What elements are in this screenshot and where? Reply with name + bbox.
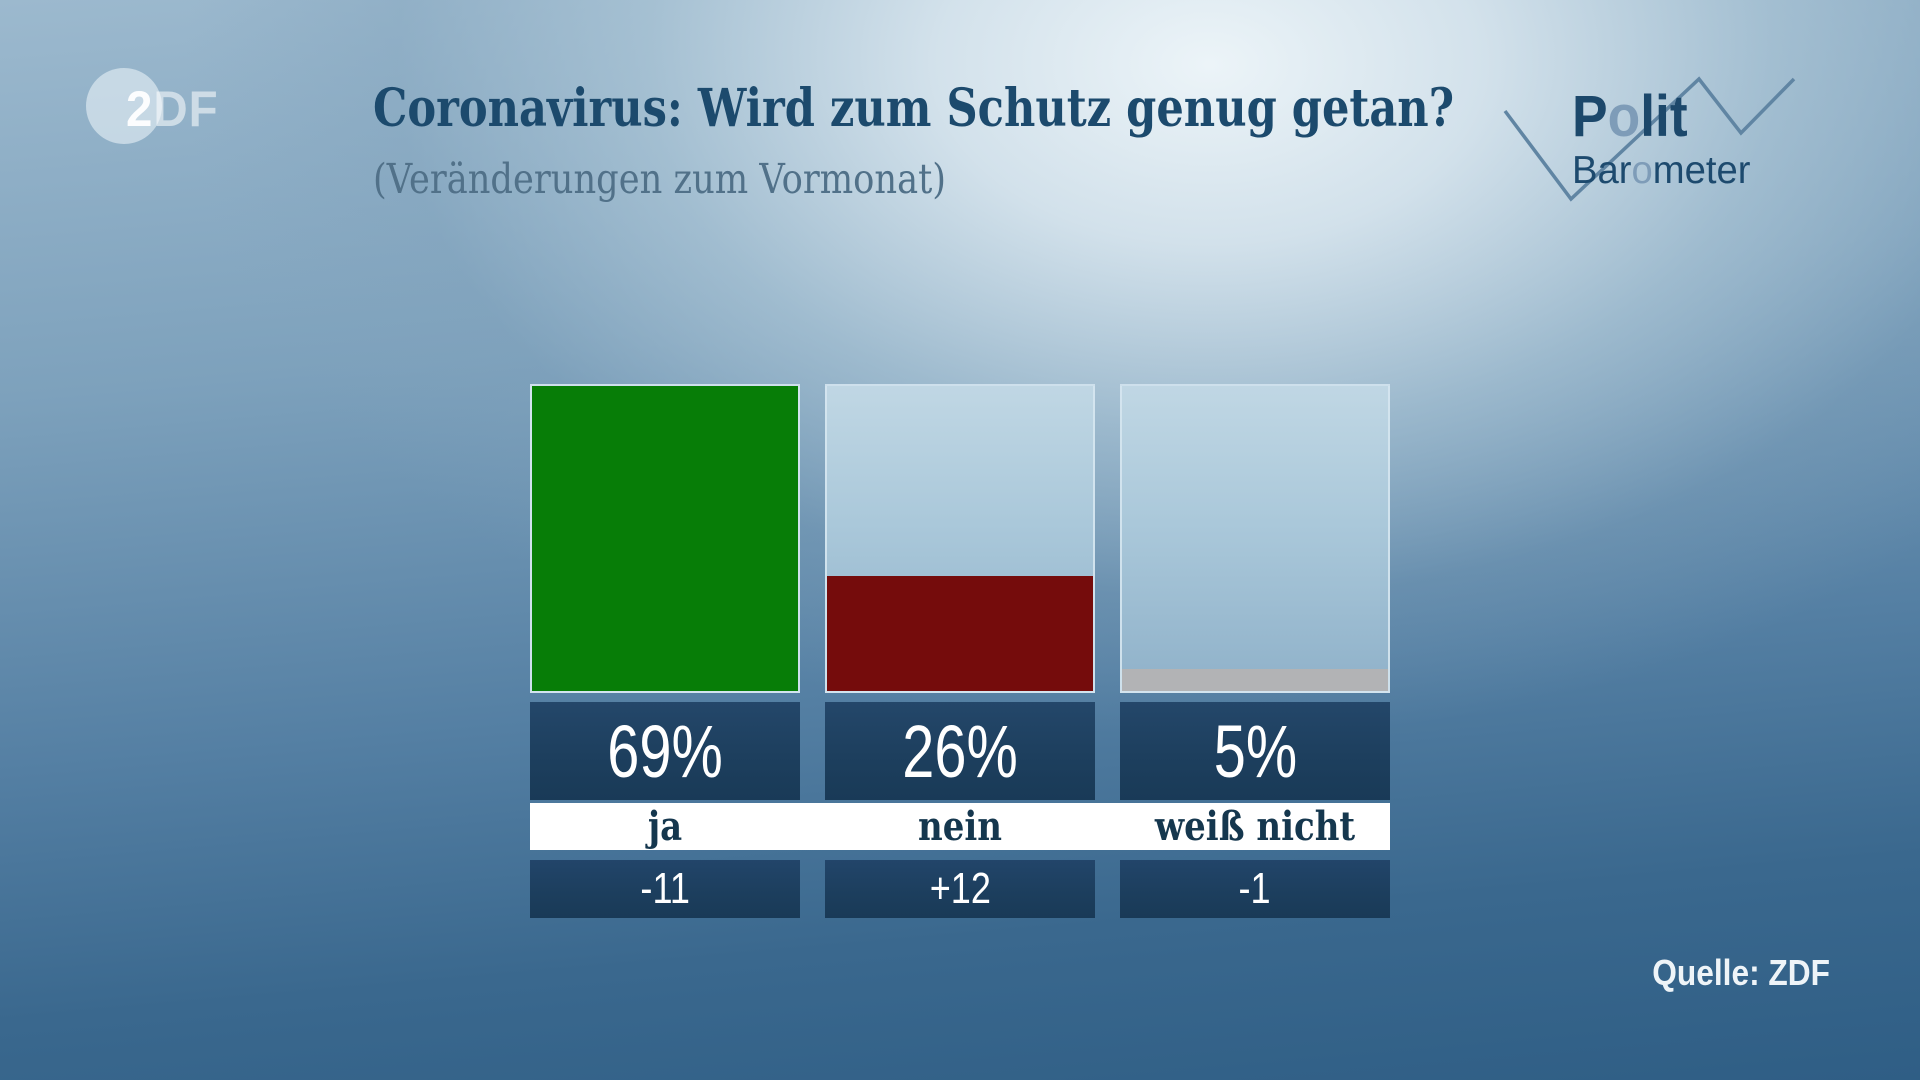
value-box-ja: 69% <box>530 702 800 800</box>
bar-track-ja <box>530 384 800 693</box>
change-box-nein: +12 <box>825 860 1095 918</box>
change-box-weiss-nicht: -1 <box>1120 860 1390 918</box>
value-label-weiss-nicht: 5% <box>1213 709 1297 793</box>
bar-chart: 69% -11 26% +12 5% -1 <box>530 384 1390 918</box>
bar-column-weiss-nicht: 5% -1 <box>1120 384 1390 918</box>
zdf-logo-text: 2DF <box>126 80 219 138</box>
zdf-logo-circle-icon <box>86 68 162 144</box>
baro-letters-meter: meter <box>1652 149 1751 192</box>
bar-column-ja: 69% -11 <box>530 384 800 918</box>
page-title: Coronavirus: Wird zum Schutz genug getan… <box>373 78 1454 139</box>
polit-letter-p: P <box>1572 84 1608 149</box>
zdf-logo-df: DF <box>153 81 219 137</box>
baro-letters-bar: Bar <box>1572 149 1632 192</box>
value-label-nein: 26% <box>902 709 1018 793</box>
baro-letter-o: o <box>1631 149 1653 192</box>
politbarometer-logo-barometer: Barometer <box>1572 151 1750 190</box>
bar-fill-ja <box>532 386 798 691</box>
politbarometer-logo-polit: Polit <box>1572 88 1740 146</box>
bar-track-weiss-nicht <box>1120 384 1390 693</box>
change-label-weiss-nicht: -1 <box>1238 864 1272 913</box>
source-caption: Quelle: ZDF <box>1652 952 1830 993</box>
value-box-weiss-nicht: 5% <box>1120 702 1390 800</box>
value-label-ja: 69% <box>607 709 723 793</box>
bar-fill-nein <box>827 576 1093 691</box>
category-label-weiss-nicht: weiß nicht <box>1154 803 1356 850</box>
change-label-ja: -11 <box>640 864 690 913</box>
category-band: ja nein weiß nicht <box>530 803 1390 850</box>
zdf-logo-2: 2 <box>126 81 154 137</box>
polit-letters-lit: lit <box>1640 84 1688 149</box>
change-label-nein: +12 <box>929 864 991 913</box>
change-box-ja: -11 <box>530 860 800 918</box>
bar-track-nein <box>825 384 1095 693</box>
category-label-nein: nein <box>918 803 1002 850</box>
politbarometer-logo: Polit Barometer <box>1572 88 1754 191</box>
category-label-ja: ja <box>647 803 683 850</box>
page-subtitle: (Veränderungen zum Vormonat) <box>373 155 947 203</box>
bar-fill-weiss-nicht <box>1122 668 1388 691</box>
polit-letter-o: o <box>1607 84 1641 149</box>
title-block: Coronavirus: Wird zum Schutz genug getan… <box>373 78 1675 203</box>
bar-column-nein: 26% +12 <box>825 384 1095 918</box>
value-box-nein: 26% <box>825 702 1095 800</box>
zdf-logo: 2DF <box>86 68 256 160</box>
